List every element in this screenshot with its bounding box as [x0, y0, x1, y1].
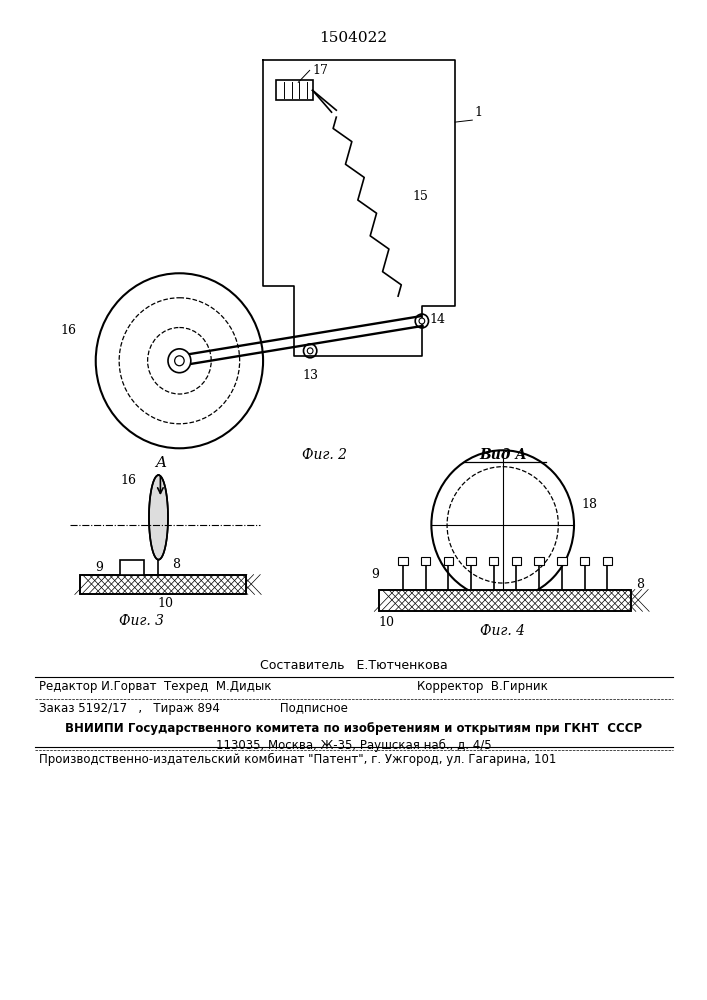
Text: ВНИИПИ Государственного комитета по изобретениям и открытиям при ГКНТ  СССР: ВНИИПИ Государственного комитета по изоб… [65, 722, 642, 735]
Text: 8: 8 [172, 558, 180, 571]
Bar [602, 557, 612, 565]
Text: 16: 16 [121, 474, 136, 487]
Bar [534, 557, 544, 565]
Text: 17: 17 [312, 64, 328, 77]
Text: Фиг. 2: Фиг. 2 [303, 448, 347, 462]
Bar [443, 557, 453, 565]
Text: 16: 16 [61, 324, 77, 337]
Bar [466, 557, 476, 565]
Text: Фиг. 3: Фиг. 3 [119, 614, 164, 628]
Text: 15: 15 [412, 190, 428, 203]
Text: 8: 8 [636, 578, 644, 591]
Text: 18: 18 [582, 498, 597, 511]
Bar [489, 557, 498, 565]
Text: 1504022: 1504022 [320, 31, 387, 45]
Polygon shape [149, 475, 168, 560]
Text: 1: 1 [474, 106, 482, 119]
Bar [557, 557, 566, 565]
Bar [379, 589, 631, 611]
Text: Заказ 5192/17   ,   Тираж 894                Подписное: Заказ 5192/17 , Тираж 894 Подписное [39, 702, 348, 715]
Text: Фиг. 4: Фиг. 4 [480, 624, 525, 638]
Bar [120, 560, 144, 575]
Text: Составитель   Е.Тютченкова: Составитель Е.Тютченкова [259, 659, 448, 672]
Text: Корректор  В.Гирник: Корректор В.Гирник [417, 680, 548, 693]
Text: 9: 9 [95, 561, 103, 574]
Polygon shape [276, 80, 312, 100]
Text: 113035, Москва, Ж-35, Раушская наб., д. 4/5: 113035, Москва, Ж-35, Раушская наб., д. … [216, 739, 491, 752]
Bar [398, 557, 408, 565]
Text: Редактор И.Горват  Техред  М.Дидык: Редактор И.Горват Техред М.Дидык [39, 680, 271, 693]
Text: A: A [155, 456, 166, 470]
Circle shape [168, 349, 191, 373]
Circle shape [308, 348, 313, 354]
Text: Производственно-издательский комбинат "Патент", г. Ужгород, ул. Гагарина, 101: Производственно-издательский комбинат "П… [39, 753, 556, 766]
Bar [379, 589, 631, 611]
Text: 13: 13 [302, 369, 318, 382]
Bar [80, 575, 246, 594]
Text: 9: 9 [371, 568, 379, 581]
Bar [580, 557, 590, 565]
Bar [80, 575, 246, 594]
Bar [421, 557, 431, 565]
Text: 10: 10 [157, 597, 173, 610]
Text: 10: 10 [379, 616, 395, 629]
Text: Вид А: Вид А [479, 448, 527, 462]
Circle shape [419, 318, 425, 324]
Bar [512, 557, 521, 565]
Text: 14: 14 [429, 313, 445, 326]
